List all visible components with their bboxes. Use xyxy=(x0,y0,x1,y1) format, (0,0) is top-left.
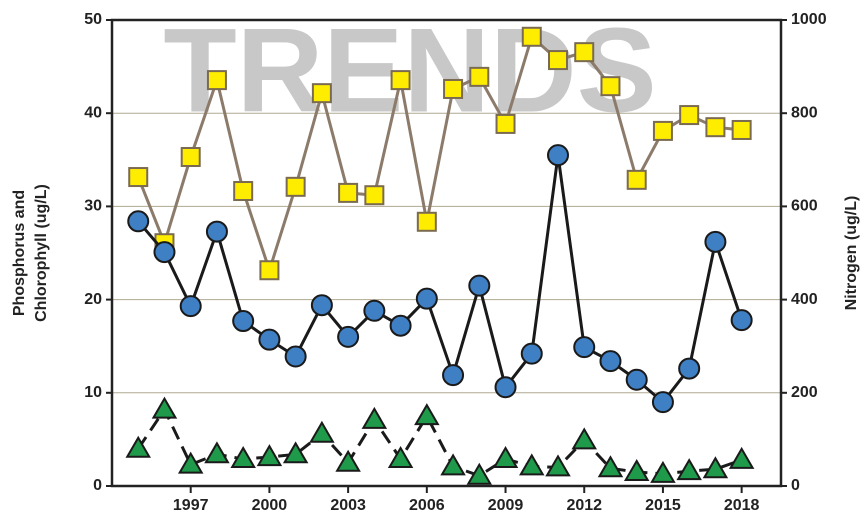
marker xyxy=(678,357,701,380)
y-tick-label: 0 xyxy=(93,477,102,494)
y-tick-label: 50 xyxy=(84,11,102,28)
marker xyxy=(676,458,702,481)
marker xyxy=(125,435,151,458)
marker xyxy=(311,83,332,104)
y2-axis-label: Nitrogen (ug/L) xyxy=(843,196,860,311)
y-axis-label: Chlorophyll (ug/L) xyxy=(33,184,50,322)
marker xyxy=(153,241,176,264)
marker xyxy=(361,406,388,429)
marker xyxy=(650,460,676,483)
x-tick-label: 2003 xyxy=(330,497,366,514)
marker xyxy=(390,70,411,91)
marker xyxy=(233,181,254,202)
marker xyxy=(651,391,674,414)
marker xyxy=(492,445,519,468)
marker xyxy=(597,455,624,478)
marker xyxy=(443,78,464,99)
marker xyxy=(520,342,543,365)
y2-tick-label: 800 xyxy=(791,104,818,121)
plot-frame xyxy=(110,18,783,488)
marker xyxy=(521,26,542,47)
marker xyxy=(179,295,202,318)
y2-tick-label: 600 xyxy=(791,198,818,215)
y2-tick-label: 0 xyxy=(791,477,800,494)
marker xyxy=(205,220,228,243)
marker xyxy=(705,117,726,138)
x-tick-label: 2015 xyxy=(645,497,681,514)
marker xyxy=(259,260,280,281)
marker xyxy=(599,350,622,373)
y-tick-label: 40 xyxy=(84,104,102,121)
marker xyxy=(519,453,545,476)
marker xyxy=(442,364,465,387)
marker xyxy=(547,144,569,167)
marker xyxy=(702,456,729,479)
marker xyxy=(414,403,440,426)
marker xyxy=(573,336,596,359)
marker xyxy=(571,427,597,450)
marker xyxy=(466,462,493,485)
marker xyxy=(495,113,516,134)
marker xyxy=(623,459,650,482)
marker xyxy=(258,328,281,351)
marker xyxy=(440,453,466,476)
marker xyxy=(309,420,335,443)
marker xyxy=(728,446,755,469)
marker xyxy=(679,105,700,126)
y2-tick-label: 200 xyxy=(791,384,818,401)
marker xyxy=(127,210,150,233)
y-axis-label: Phosphorus and xyxy=(11,190,28,316)
marker xyxy=(600,76,621,97)
marker xyxy=(494,376,517,399)
marker xyxy=(416,211,437,232)
marker xyxy=(626,169,647,190)
x-tick-label: 2018 xyxy=(724,497,760,514)
marker xyxy=(387,445,414,468)
marker xyxy=(284,345,307,368)
marker xyxy=(256,444,283,467)
y-tick-label: 30 xyxy=(84,198,102,215)
marker xyxy=(545,454,571,477)
y-tick-label: 10 xyxy=(84,384,102,401)
marker xyxy=(335,449,361,472)
y-tick-label: 20 xyxy=(84,291,102,308)
x-tick-label: 2000 xyxy=(252,497,288,514)
marker xyxy=(177,451,204,474)
marker xyxy=(204,441,230,464)
marker xyxy=(652,120,673,141)
marker xyxy=(151,396,178,419)
series-line xyxy=(136,406,743,478)
marker xyxy=(180,147,201,168)
marker xyxy=(574,42,595,63)
x-tick-label: 2012 xyxy=(566,497,602,514)
marker xyxy=(625,368,648,391)
marker xyxy=(232,310,255,333)
x-tick-label: 2006 xyxy=(409,497,445,514)
marker xyxy=(285,176,306,197)
marker xyxy=(389,314,412,337)
y2-tick-label: 1000 xyxy=(791,11,827,28)
x-tick-label: 2009 xyxy=(488,497,524,514)
marker xyxy=(310,294,333,317)
marker xyxy=(128,167,149,188)
marker xyxy=(548,50,568,71)
y2-tick-label: 400 xyxy=(791,291,818,308)
marker xyxy=(731,119,752,140)
marker xyxy=(468,274,491,297)
marker xyxy=(415,287,438,310)
marker xyxy=(363,299,386,322)
marker xyxy=(338,182,359,203)
marker xyxy=(730,309,753,332)
x-tick-label: 1997 xyxy=(173,497,209,514)
marker xyxy=(282,441,309,464)
marker xyxy=(364,185,385,206)
marker xyxy=(206,70,227,91)
marker xyxy=(230,445,256,468)
series-line xyxy=(137,154,744,405)
marker xyxy=(469,66,490,87)
marker xyxy=(704,230,727,253)
marker xyxy=(337,325,360,348)
